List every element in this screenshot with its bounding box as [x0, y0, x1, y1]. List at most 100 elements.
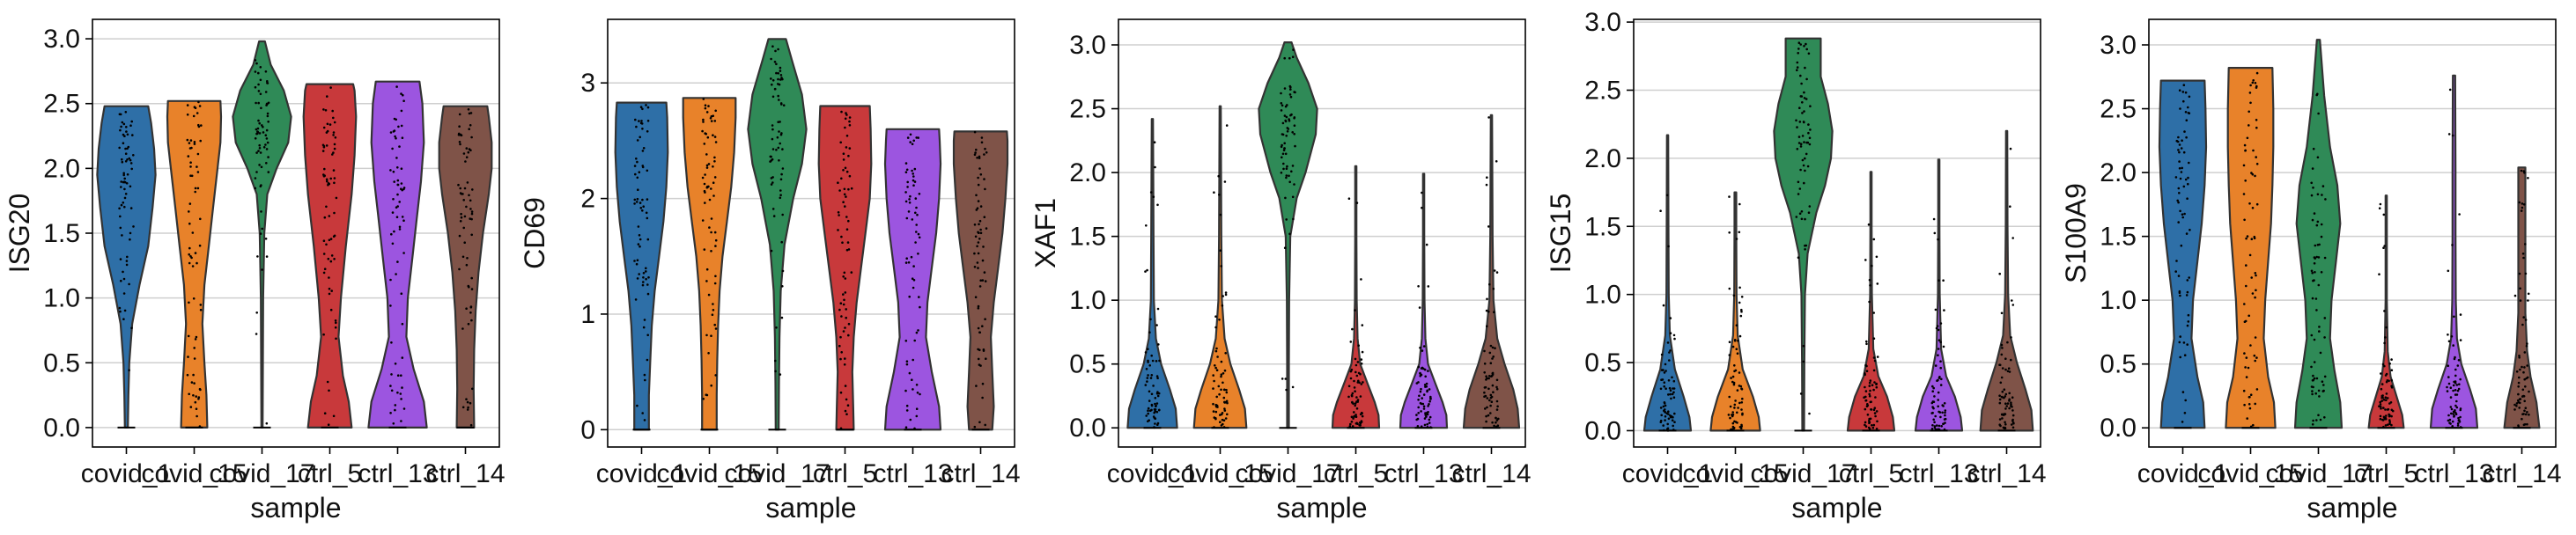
data-point	[395, 216, 399, 218]
data-point	[2313, 279, 2315, 282]
data-point	[2183, 412, 2187, 414]
data-point	[1872, 408, 1876, 412]
data-point	[121, 234, 123, 237]
data-point	[2316, 156, 2320, 159]
data-point	[469, 112, 473, 114]
data-point	[1933, 425, 1937, 428]
data-point	[1664, 370, 1667, 372]
data-point	[1289, 88, 1292, 91]
violin-body	[1914, 158, 1964, 432]
data-point	[2382, 246, 2385, 250]
data-point	[1805, 48, 1808, 51]
data-point	[1800, 210, 1804, 213]
data-point	[839, 391, 843, 394]
data-point	[188, 202, 192, 205]
violin-panel: 0.00.51.01.52.02.53.0covid_1covid_15covi…	[1030, 18, 1532, 524]
data-point	[775, 62, 778, 66]
data-point	[981, 382, 985, 385]
data-point	[1291, 195, 1295, 199]
data-point	[2518, 201, 2521, 204]
data-point	[333, 143, 336, 146]
data-point	[910, 255, 913, 259]
data-point	[1484, 385, 1487, 389]
data-point	[122, 270, 124, 274]
data-point	[2457, 419, 2461, 422]
data-point	[981, 259, 985, 262]
data-point	[2521, 206, 2524, 209]
data-point	[334, 136, 337, 139]
data-point	[2382, 213, 2386, 216]
data-point	[1730, 377, 1732, 379]
data-point	[2310, 181, 2313, 185]
violin-points	[1144, 141, 1161, 429]
data-point	[328, 292, 331, 296]
data-point	[845, 216, 848, 218]
data-point	[1147, 420, 1149, 423]
data-point	[2001, 390, 2004, 393]
x-axis-label: sample	[2307, 492, 2397, 524]
data-point	[2521, 365, 2523, 369]
y-tick-label: 0.5	[2100, 350, 2137, 379]
data-point	[983, 271, 986, 274]
data-point	[1223, 407, 1226, 410]
data-point	[1797, 52, 1799, 55]
data-point	[1799, 74, 1802, 77]
data-point	[2251, 207, 2255, 209]
data-point	[2383, 364, 2386, 368]
data-point	[1224, 417, 1228, 420]
data-point	[710, 384, 712, 387]
data-point	[132, 225, 135, 228]
data-point	[641, 412, 644, 414]
data-point	[402, 99, 405, 102]
data-point	[1225, 399, 1229, 403]
data-point	[123, 187, 126, 191]
data-point	[1354, 370, 1357, 374]
data-point	[1218, 319, 1221, 321]
data-point	[2011, 406, 2013, 408]
data-point	[770, 57, 772, 61]
data-point	[713, 323, 716, 326]
data-point	[125, 182, 129, 185]
data-point	[915, 331, 919, 334]
data-point	[1355, 421, 1358, 425]
data-point	[978, 157, 981, 159]
data-point	[120, 186, 122, 188]
data-point	[1803, 181, 1805, 185]
data-point	[1156, 394, 1160, 398]
data-point	[2182, 150, 2186, 154]
data-point	[1797, 136, 1801, 138]
data-point	[461, 327, 464, 330]
data-point	[703, 143, 706, 145]
data-point	[1287, 128, 1290, 130]
data-point	[2254, 174, 2256, 178]
data-point	[120, 180, 122, 183]
data-point	[978, 421, 981, 424]
data-point	[1942, 279, 1945, 282]
data-point	[2242, 193, 2246, 195]
data-point	[635, 262, 638, 266]
data-point	[471, 188, 474, 191]
data-point	[1281, 152, 1285, 156]
data-point	[2315, 309, 2318, 311]
data-point	[123, 177, 126, 180]
data-point	[1999, 381, 2003, 385]
y-tick-label: 1.0	[1069, 286, 1106, 315]
data-point	[265, 148, 269, 150]
data-point	[771, 45, 774, 48]
data-point	[1147, 409, 1149, 413]
data-point	[2245, 376, 2248, 378]
data-point	[2255, 274, 2257, 277]
data-point	[978, 219, 982, 223]
data-point	[2180, 171, 2183, 173]
data-point	[394, 135, 396, 138]
data-point	[189, 139, 193, 142]
data-point	[645, 211, 648, 215]
data-point	[1728, 287, 1731, 290]
data-point	[130, 326, 133, 330]
data-point	[2319, 418, 2322, 421]
data-point	[1222, 419, 1226, 422]
data-point	[2011, 421, 2015, 424]
data-point	[1663, 381, 1666, 385]
data-point	[643, 419, 646, 421]
data-point	[2315, 224, 2319, 227]
